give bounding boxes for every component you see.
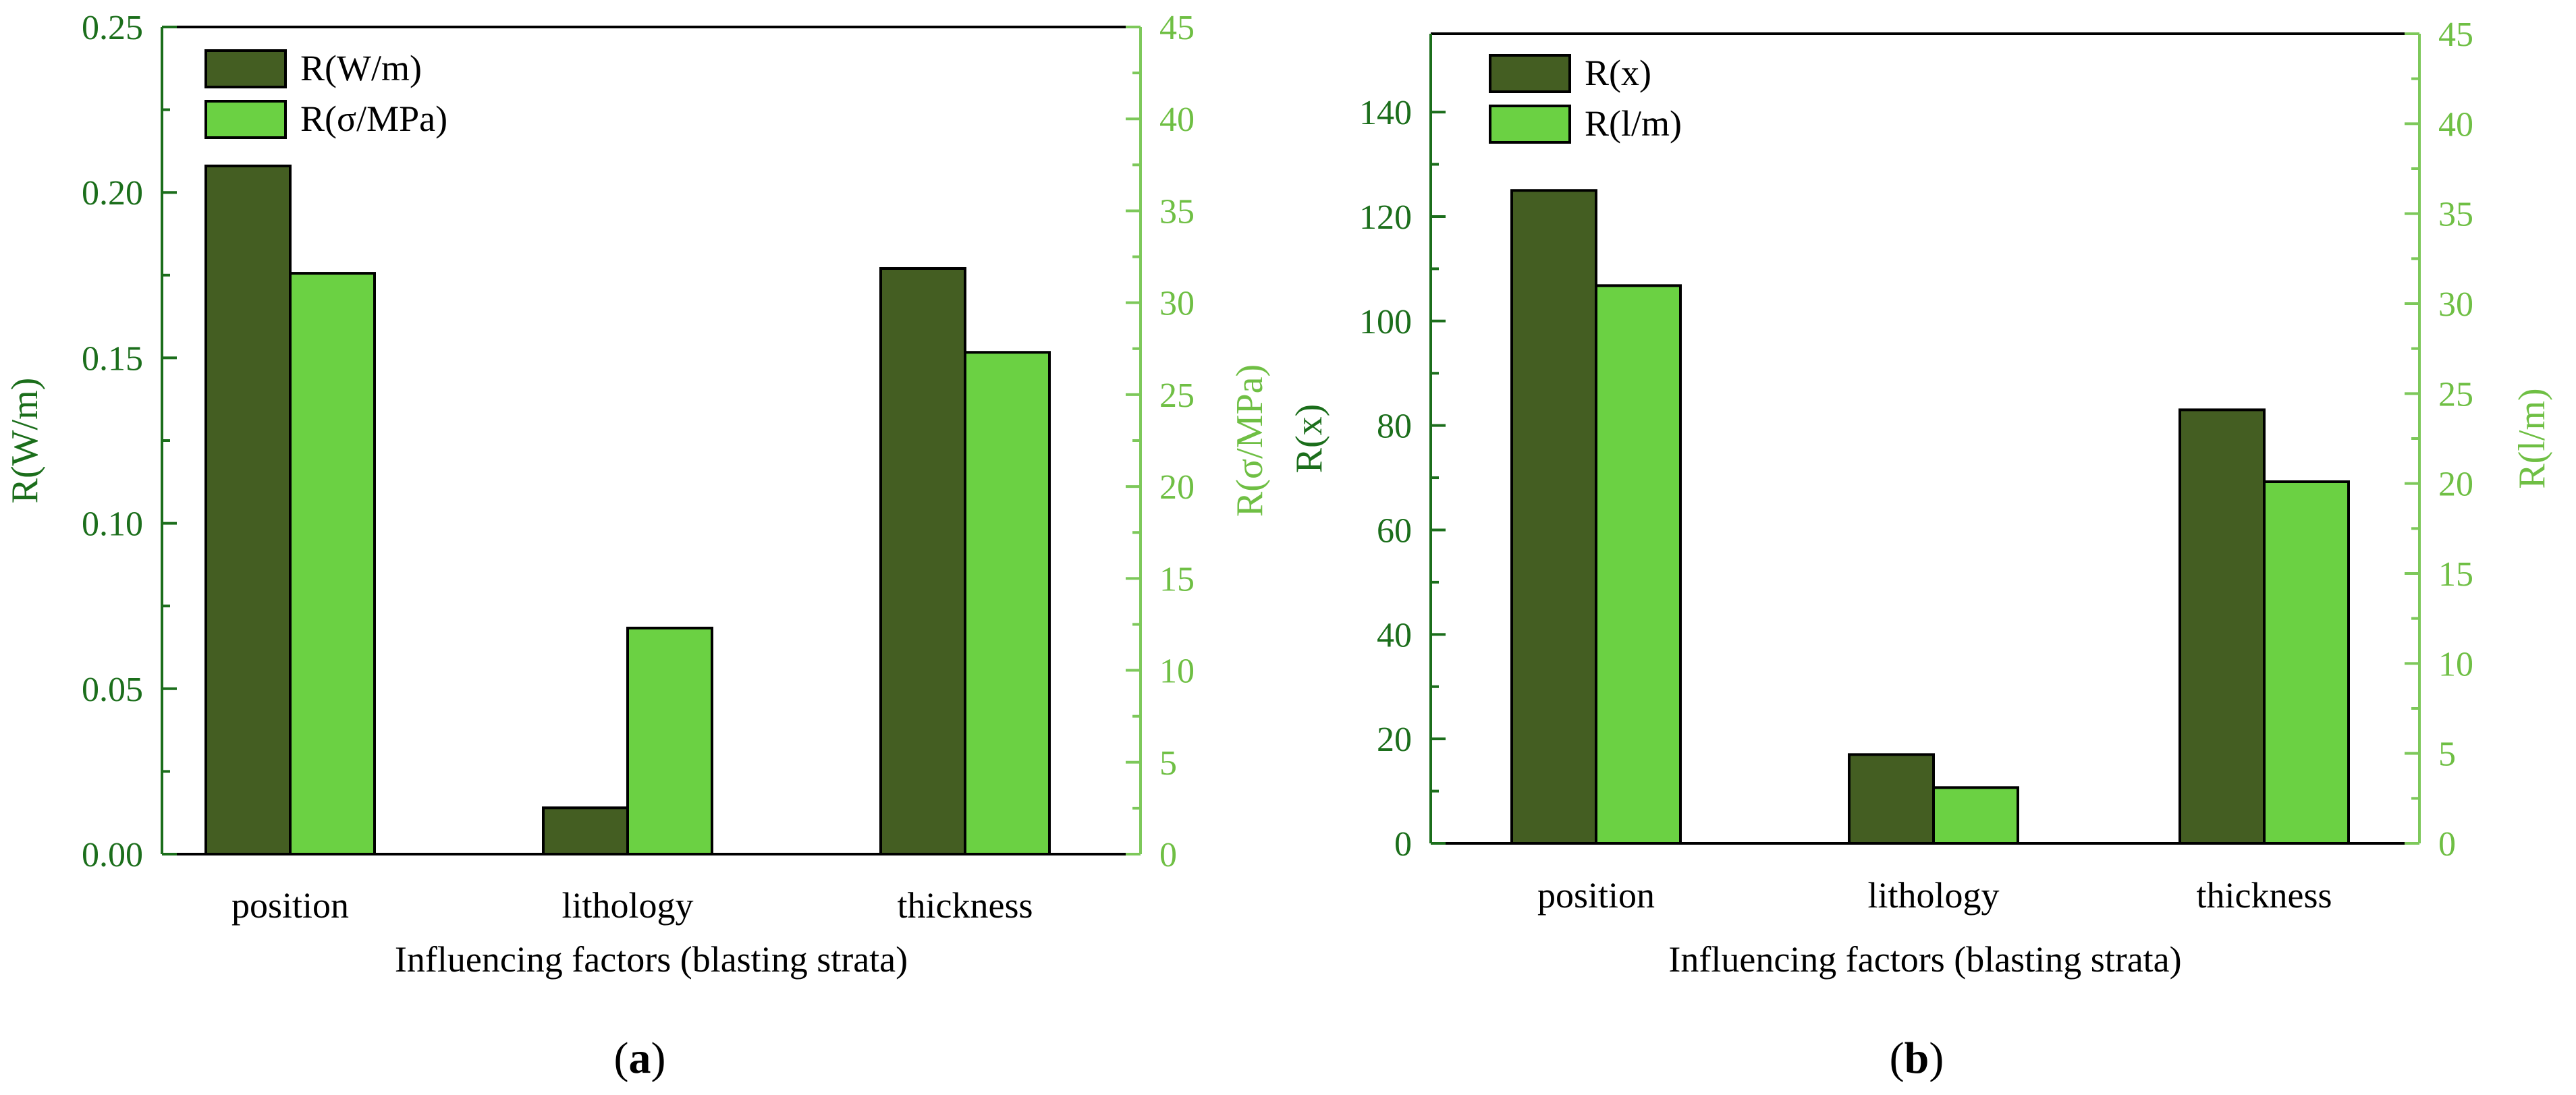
right-tick-label: 15 <box>2438 555 2473 594</box>
right-tick-label: 5 <box>1159 744 1177 783</box>
left-tick-label: 0.10 <box>82 505 143 544</box>
left-tick-label: 0 <box>1394 825 1412 864</box>
chart-a: 0.00 0.05 0.10 0.15 0.20 0.25 0 5 10 15 20 25 30 35 40… <box>4 9 1271 1083</box>
caption-letter: a <box>629 1034 651 1083</box>
category-label-position: position <box>1537 875 1655 916</box>
left-tick-label: 120 <box>1359 198 1412 237</box>
right-tick-label: 5 <box>2438 735 2456 774</box>
panel-caption: (a) <box>614 1034 666 1083</box>
right-tick-label: 10 <box>2438 645 2473 683</box>
right-tick-label: 25 <box>1159 376 1195 415</box>
legend-swatch-right <box>1489 105 1571 144</box>
bar-a-right-position <box>289 272 376 855</box>
bar-b-left-lithology <box>1848 753 1935 845</box>
bar-a-left-position <box>204 164 292 855</box>
x-axis-title: Influencing factors (blasting strata) <box>1668 939 2181 980</box>
caption-open-paren: ( <box>614 1034 629 1083</box>
bar-a-right-lithology <box>626 626 713 855</box>
legend-swatch-right <box>204 100 287 139</box>
bar-a-right-thickness <box>964 351 1051 855</box>
bar-b-right-position <box>1595 284 1682 845</box>
category-label-lithology: lithology <box>561 885 693 926</box>
right-tick-label: 45 <box>1159 9 1195 47</box>
bar-a-left-lithology <box>542 806 629 855</box>
legend-swatch-left <box>204 49 287 88</box>
caption-close-paren: ) <box>1929 1034 1944 1083</box>
caption-letter: b <box>1904 1034 1929 1083</box>
legend-label-left: R(x) <box>1585 53 1651 93</box>
left-tick-label: 0.05 <box>82 671 143 709</box>
right-tick-label: 30 <box>1159 285 1195 323</box>
left-tick-label: 0.15 <box>82 339 143 378</box>
category-label-position: position <box>231 885 349 926</box>
right-tick-label: 0 <box>1159 836 1177 874</box>
right-tick-label: 40 <box>2438 105 2473 144</box>
right-tick-label: 45 <box>2438 16 2473 54</box>
left-tick-label: 0.00 <box>82 836 143 874</box>
left-tick-label: 20 <box>1377 721 1412 759</box>
left-axis-title: R(W/m) <box>4 378 46 504</box>
right-tick-label: 25 <box>2438 375 2473 414</box>
legend-label-right: R(l/m) <box>1585 103 1682 144</box>
bar-b-right-lithology <box>1932 786 2019 845</box>
left-tick-label: 140 <box>1359 94 1412 132</box>
right-tick-label: 35 <box>1159 192 1195 231</box>
left-tick-label: 60 <box>1377 511 1412 550</box>
caption-open-paren: ( <box>1890 1034 1904 1083</box>
left-tick-label: 0.25 <box>82 9 143 47</box>
bar-b-right-thickness <box>2263 480 2350 845</box>
bar-b-left-position <box>1510 189 1597 845</box>
right-axis-title: R(σ/MPa) <box>1229 364 1271 517</box>
bar-a-left-thickness <box>879 266 966 855</box>
legend-label-right: R(σ/MPa) <box>300 99 447 139</box>
chart-b: 0 20 40 60 80 100 120 140 0 5 10 15 20 25 30 35 40 45 posi… <box>1288 16 2553 1083</box>
category-label-thickness: thickness <box>2197 875 2332 916</box>
left-tick-label: 40 <box>1377 616 1412 654</box>
right-tick-label: 15 <box>1159 560 1195 598</box>
category-label-thickness: thickness <box>898 885 1033 926</box>
legend-label-left: R(W/m) <box>300 48 422 88</box>
legend-swatch-left <box>1489 54 1571 93</box>
bar-b-left-thickness <box>2178 408 2266 845</box>
right-axis-title: R(l/m) <box>2511 388 2553 488</box>
right-tick-label: 30 <box>2438 285 2473 324</box>
caption-close-paren: ) <box>651 1034 666 1083</box>
right-tick-label: 10 <box>1159 652 1195 691</box>
right-tick-label: 20 <box>1159 468 1195 507</box>
category-label-lithology: lithology <box>1867 875 1999 916</box>
right-tick-label: 35 <box>2438 196 2473 234</box>
panel-caption: (b) <box>1890 1034 1944 1083</box>
right-tick-label: 40 <box>1159 101 1195 139</box>
right-tick-label: 0 <box>2438 825 2456 864</box>
left-axis-title: R(x) <box>1288 404 1330 474</box>
left-tick-label: 0.20 <box>82 174 143 213</box>
right-tick-label: 20 <box>2438 466 2473 504</box>
x-axis-title: Influencing factors (blasting strata) <box>395 939 908 980</box>
left-tick-label: 80 <box>1377 408 1412 446</box>
left-tick-label: 100 <box>1359 303 1412 341</box>
